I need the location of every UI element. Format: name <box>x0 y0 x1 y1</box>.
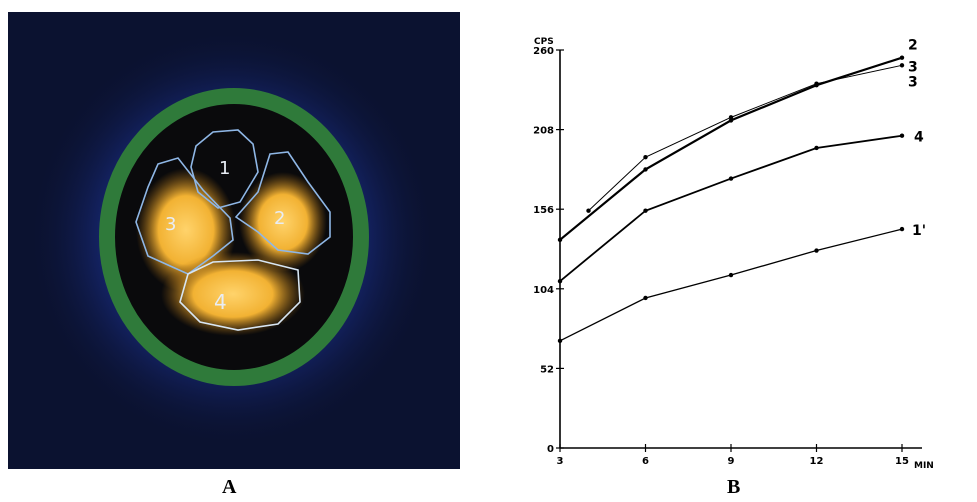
panel-label-b: B <box>727 476 741 498</box>
series-label: 3 <box>908 74 918 90</box>
roi-label-2: 2 <box>274 208 285 229</box>
series-line-1 <box>559 228 903 342</box>
data-point <box>728 176 734 181</box>
roi-label-4: 4 <box>214 290 227 314</box>
data-point <box>814 81 819 86</box>
y-tick-label: 104 <box>533 285 554 296</box>
y-tick-label: 208 <box>533 126 554 137</box>
series-label: 3 <box>908 59 918 75</box>
data-point <box>728 118 734 123</box>
data-point <box>899 226 905 232</box>
y-tick-label: 0 <box>547 444 554 455</box>
data-point <box>557 237 563 243</box>
data-point <box>814 145 819 151</box>
data-point <box>643 167 648 172</box>
series-line-4 <box>559 134 903 282</box>
roi-outline-3 <box>135 157 234 275</box>
roi-outline-4 <box>179 259 301 331</box>
data-point <box>643 208 648 213</box>
x-tick-label: 12 <box>810 456 824 467</box>
data-point <box>586 208 591 213</box>
data-point <box>728 115 734 120</box>
hot-region-2 <box>239 172 327 272</box>
chart-series-labels: 2 33 4 1' <box>908 38 926 239</box>
data-point <box>899 133 905 138</box>
roi-label-3: 3 <box>165 214 176 235</box>
chart-axes: 0 52 104 156 208 260 3 6 9 12 15 CPS MIN <box>533 37 934 470</box>
data-point <box>557 338 563 344</box>
data-point <box>899 63 905 68</box>
data-point <box>814 248 819 253</box>
y-tick-label: 260 <box>533 46 554 57</box>
series-line-3 <box>588 64 903 212</box>
x-tick-label: 9 <box>728 456 735 467</box>
series-label: 4 <box>914 130 924 146</box>
data-point <box>557 278 563 284</box>
y-tick-label: 52 <box>540 364 554 375</box>
data-point <box>643 295 648 301</box>
series-line-2 <box>559 56 903 241</box>
roi-outline-2 <box>234 151 331 255</box>
x-tick-label: 15 <box>895 456 909 467</box>
scan-image: 1 2 3 4 <box>8 12 460 469</box>
panel-label-a: A <box>222 476 237 498</box>
x-tick-label: 6 <box>642 456 649 467</box>
data-point <box>899 55 905 60</box>
x-axis-title: MIN <box>914 461 934 470</box>
y-tick-label: 156 <box>533 205 554 216</box>
data-point <box>728 272 734 278</box>
series-label: 1' <box>912 223 926 239</box>
y-axis-title: CPS <box>534 37 554 47</box>
chart-series <box>557 55 905 344</box>
series-label: 2 <box>908 38 918 54</box>
roi-label-1: 1 <box>219 158 230 179</box>
data-point <box>643 154 648 160</box>
x-tick-label: 3 <box>557 456 564 467</box>
hot-region-4 <box>161 252 305 336</box>
